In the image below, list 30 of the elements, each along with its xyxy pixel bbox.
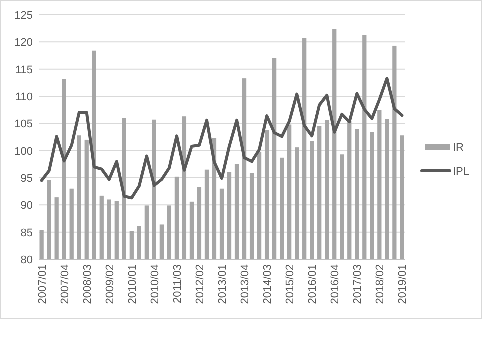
x-tick-label: 2010/04 xyxy=(149,264,162,304)
y-tick-label: 120 xyxy=(14,37,33,50)
y-tick-label: 100 xyxy=(14,146,33,158)
x-tick-label: 2013/01 xyxy=(217,264,229,304)
x-tick-label: 2012/02 xyxy=(194,264,206,304)
y-tick-label: 105 xyxy=(14,118,33,131)
x-tick-label: 2014/03 xyxy=(262,264,274,304)
y-tick-label: 85 xyxy=(20,227,33,240)
x-tick-label: 2019/01 xyxy=(397,264,410,304)
legend-label: IR xyxy=(453,142,464,154)
x-tick-label: 2009/02 xyxy=(104,264,116,304)
x-tick-label: 2011/03 xyxy=(172,264,184,304)
x-tick-label: 2013/04 xyxy=(240,264,252,304)
x-tick-label: 2007/01 xyxy=(36,264,49,304)
y-tick-label: 90 xyxy=(20,200,33,212)
y-tick-label: 125 xyxy=(14,10,33,22)
x-tick-label: 2018/02 xyxy=(374,264,387,304)
x-tick-label: 2016/01 xyxy=(307,264,320,304)
y-tick-label: 95 xyxy=(20,173,33,185)
y-tick-label: 80 xyxy=(20,254,33,266)
x-tick-label: 2016/04 xyxy=(330,264,342,304)
x-tick-label: 2007/04 xyxy=(59,264,72,304)
x-tick-label: 2010/01 xyxy=(126,264,139,304)
line-series xyxy=(40,77,404,200)
x-tick-label: 2017/03 xyxy=(352,264,364,304)
x-tick-label: 2008/03 xyxy=(82,264,94,304)
legend-label: IPL xyxy=(453,166,470,178)
y-tick-label: 115 xyxy=(15,64,33,76)
x-tick-label: 2015/02 xyxy=(284,264,297,304)
y-tick-label: 110 xyxy=(15,92,33,104)
